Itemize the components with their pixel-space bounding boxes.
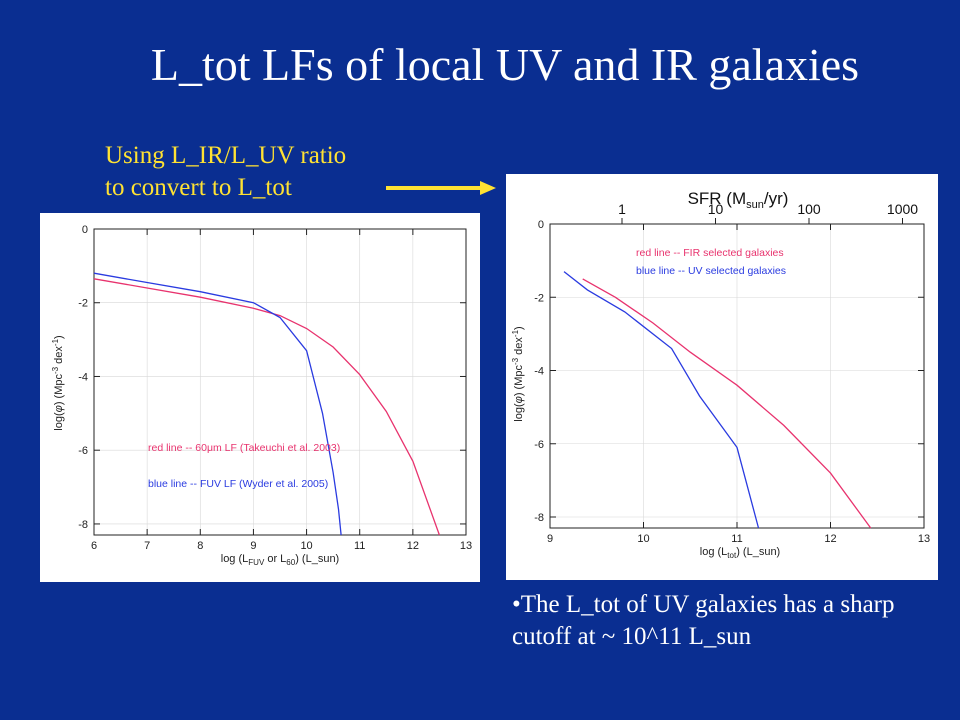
conversion-note-line-1: Using L_IR/L_UV ratio	[105, 142, 347, 169]
left-chart-panel: 6 7 8 9 10 11 12 13 0 -2 -4 -6 -8 log (LFUV or L60)…	[40, 213, 480, 582]
slide-title: L_tot LFs of local UV and IR galaxies	[150, 39, 860, 90]
right-chart-panel: 9 10 11 12 13 0 -2 -4 -6 -8 1 10 100 1000 SFR (Msun…	[506, 174, 938, 580]
x-tick-label: 12	[824, 533, 836, 545]
x-tick-label: 9	[547, 533, 553, 545]
lf-chart-right: 9 10 11 12 13 0 -2 -4 -6 -8 1 10 100 1000 SFR (Msun…	[511, 189, 930, 560]
x-axis-label: log (LFUV or L60) (L_sun)	[221, 553, 339, 567]
top-tick-label: 1	[618, 201, 626, 217]
conversion-note-line-2: to convert to L_tot	[105, 174, 292, 201]
y-tick-label: -2	[78, 298, 88, 310]
red-line-annotation: red line -- FIR selected galaxies	[636, 247, 784, 259]
blue-line-annotation: blue line -- FUV LF (Wyder et al. 2005)	[148, 478, 328, 490]
x-tick-label: 6	[91, 540, 97, 552]
x-tick-label: 8	[197, 540, 203, 552]
cutoff-bullet: •The L_tot of UV galaxies has a sharp cu…	[512, 591, 895, 650]
red-series-line	[582, 278, 872, 529]
y-tick-label: -8	[78, 519, 88, 531]
y-tick-label: 0	[538, 219, 544, 231]
y-tick-label: -4	[534, 366, 544, 378]
y-tick-label: -2	[534, 292, 544, 304]
lf-chart-left: 6 7 8 9 10 11 12 13 0 -2 -4 -6 -8 log (LFUV or L60)…	[51, 224, 472, 567]
x-tick-label: 10	[300, 540, 312, 552]
conversion-note: Using L_IR/L_UV ratio to convert to L_to…	[105, 140, 346, 204]
x-tick-label: 11	[731, 533, 742, 545]
y-tick-label: -4	[78, 371, 88, 383]
y-tick-label: -6	[78, 445, 88, 457]
blue-line-annotation: blue line -- UV selected galaxies	[636, 265, 786, 277]
red-line-annotation: red line -- 60μm LF (Takeuchi et al. 200…	[148, 442, 340, 454]
y-tick-label: -6	[534, 439, 544, 451]
plot-frame	[93, 228, 467, 536]
x-tick-label: 10	[637, 533, 649, 545]
top-tick-label: 100	[797, 201, 821, 217]
y-axis-label: log(φ) (Mpc-3 dex-1)	[51, 335, 65, 430]
y-tick-label: -8	[534, 512, 544, 524]
top-axis-label: SFR (Msun/yr)	[688, 189, 789, 211]
x-tick-label: 9	[250, 540, 256, 552]
y-axis-label: log(φ) (Mpc-3 dex-1)	[511, 326, 525, 421]
x-tick-label: 13	[918, 533, 930, 545]
x-tick-label: 12	[407, 540, 419, 552]
right-arrow-icon	[386, 181, 496, 195]
y-tick-label: 0	[82, 224, 88, 236]
top-tick-label: 1000	[887, 201, 918, 217]
blue-series-line	[563, 271, 760, 529]
x-axis-label: log (Ltot) (L_sun)	[700, 546, 780, 560]
top-tick-label: 10	[708, 201, 724, 217]
x-tick-label: 7	[144, 540, 150, 552]
blue-series-line	[93, 272, 342, 536]
x-tick-label: 11	[354, 540, 365, 552]
red-series-line	[93, 278, 441, 536]
x-tick-label: 13	[460, 540, 472, 552]
